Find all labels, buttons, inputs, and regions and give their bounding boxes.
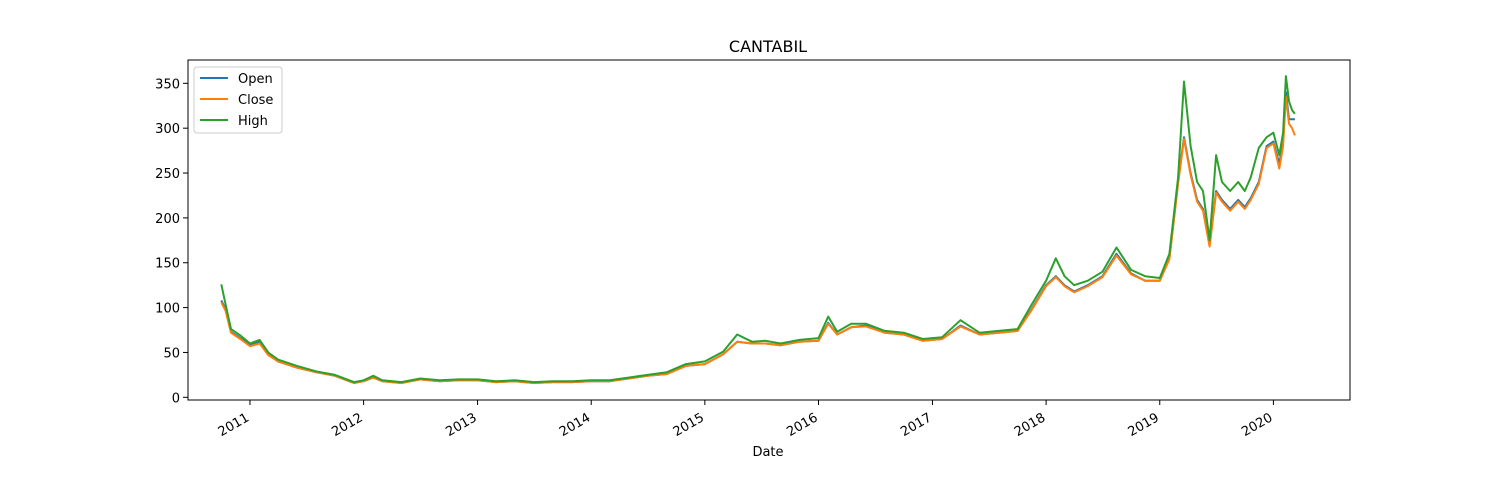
x-tick-label: 2015 [671, 410, 707, 440]
x-tick-label: 2019 [1126, 410, 1162, 440]
series-line-high [220, 75, 1296, 384]
legend-label-close: Close [238, 93, 273, 108]
plot-area [187, 59, 1351, 401]
x-tick-label: 2012 [329, 410, 365, 440]
x-tick-label: 2017 [898, 410, 934, 440]
y-tick-label: 350 [155, 77, 180, 92]
x-tick-label: 2014 [557, 410, 593, 440]
x-tick-label: 2011 [216, 410, 252, 440]
y-tick-label: 200 [155, 212, 180, 227]
y-tick-label: 0 [172, 391, 180, 406]
x-tick-label: 2020 [1239, 410, 1275, 440]
y-tick-label: 300 [155, 122, 180, 137]
y-axis: 0 50 100 150 200 250 300 350 [155, 77, 188, 406]
x-axis-label: Date [752, 445, 783, 460]
y-tick-label: 100 [155, 302, 180, 317]
legend-box [193, 66, 283, 134]
legend: Open Close High [193, 66, 283, 134]
x-tick-label: 2016 [784, 410, 820, 440]
x-axis: 2011 2012 2013 2014 2015 2016 2017 2018 2019 2020 [216, 400, 1275, 440]
legend-label-high: High [238, 114, 268, 129]
y-tick-label: 250 [155, 167, 180, 182]
chart-title: CANTABIL [729, 37, 807, 56]
y-tick-label: 50 [163, 346, 180, 361]
x-tick-label: 2013 [443, 410, 479, 440]
legend-label-open: Open [238, 72, 273, 87]
y-tick-label: 150 [155, 257, 180, 272]
x-tick-label: 2018 [1012, 410, 1048, 440]
series-lines [220, 75, 1296, 384]
